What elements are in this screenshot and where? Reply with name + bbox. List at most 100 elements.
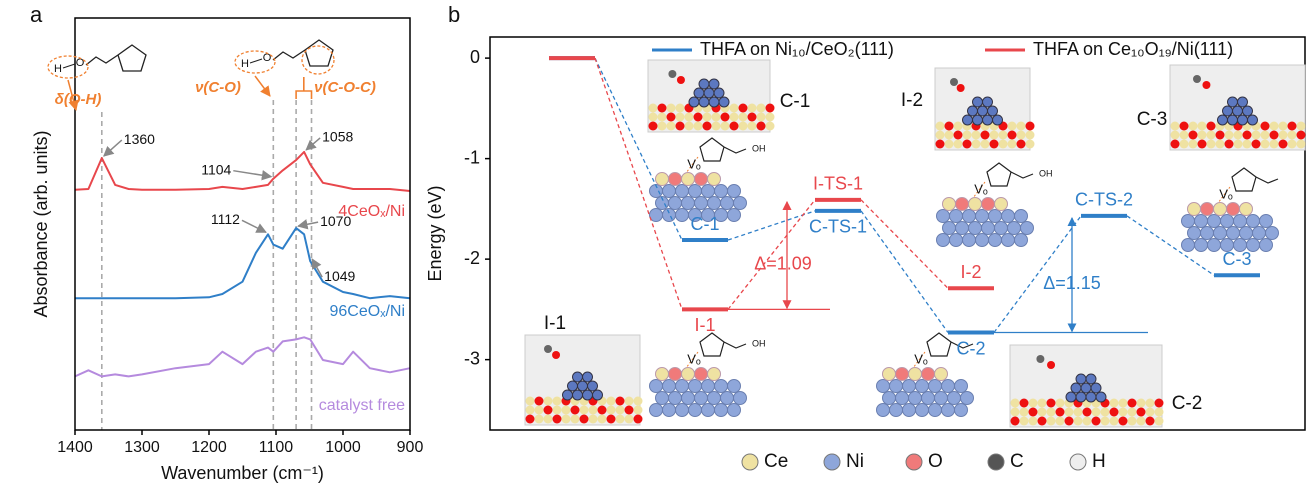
atom <box>1056 408 1065 417</box>
atom <box>715 380 728 393</box>
atom <box>544 397 553 406</box>
atom <box>625 406 634 415</box>
atom <box>981 131 990 140</box>
atom <box>634 415 643 424</box>
atom <box>682 173 695 186</box>
atom <box>739 122 748 131</box>
level-label: C-TS-1 <box>809 217 867 237</box>
atom <box>948 392 961 405</box>
atom <box>676 404 689 417</box>
atom <box>739 113 748 122</box>
atom <box>1238 97 1248 107</box>
atom <box>945 131 954 140</box>
atom <box>728 209 741 222</box>
atom <box>667 104 676 113</box>
atom <box>1017 131 1026 140</box>
atom <box>989 210 1002 223</box>
atom <box>963 234 976 247</box>
atom <box>593 390 603 400</box>
y-tick-label: -1 <box>464 147 480 167</box>
atom <box>1227 203 1240 216</box>
atom <box>1083 408 1092 417</box>
atom <box>1110 417 1119 426</box>
molecule <box>1232 168 1278 191</box>
atom <box>1182 239 1195 252</box>
x-tick-label: 1000 <box>325 439 361 456</box>
atom-legend-label: Ce <box>764 451 788 472</box>
atom <box>676 380 689 393</box>
atom-legend-label: Ni <box>846 451 864 472</box>
atom <box>943 198 956 211</box>
structure-image <box>1170 65 1306 150</box>
atom <box>954 131 963 140</box>
atom <box>702 185 715 198</box>
atom <box>999 131 1008 140</box>
atom <box>1008 140 1017 149</box>
atom <box>1171 131 1180 140</box>
atom <box>896 392 909 405</box>
atom <box>589 406 598 415</box>
series-label: catalyst free <box>319 397 405 414</box>
level-label: C-1 <box>690 214 719 234</box>
atom <box>766 113 775 122</box>
atom <box>978 106 988 116</box>
atom <box>721 113 730 122</box>
vacancy-label: Vₒ <box>687 351 701 366</box>
atom <box>658 104 667 113</box>
atom <box>963 140 972 149</box>
atom <box>685 122 694 131</box>
level-label: I-TS-1 <box>813 174 863 194</box>
atom <box>1110 399 1119 408</box>
atom <box>955 380 968 393</box>
atom <box>1020 399 1029 408</box>
peak-arrow <box>306 138 320 150</box>
atom <box>553 397 562 406</box>
atom <box>1252 140 1261 149</box>
atom <box>1081 383 1091 393</box>
atom <box>1065 417 1074 426</box>
atom <box>1056 417 1065 426</box>
atom <box>1198 122 1207 131</box>
mode-label: δ(O-H) <box>55 91 102 108</box>
atom <box>695 173 708 186</box>
scheme: VₒOH <box>650 138 766 222</box>
atom <box>1216 140 1225 149</box>
atom <box>663 185 676 198</box>
molecule <box>273 40 333 66</box>
atom <box>1260 239 1273 252</box>
atom <box>1182 215 1195 228</box>
x-tick-label: 1100 <box>259 439 294 456</box>
atom <box>935 368 948 381</box>
atom <box>1189 122 1198 131</box>
atom <box>694 88 704 98</box>
atom <box>1026 140 1035 149</box>
atom <box>968 106 978 116</box>
structure-image <box>1010 345 1164 427</box>
atom <box>1279 122 1288 131</box>
x-axis-title: Wavenumber (cm⁻¹) <box>161 463 324 483</box>
atom <box>1155 399 1164 408</box>
atom <box>739 104 748 113</box>
atom <box>748 104 757 113</box>
atom-swatch <box>1070 454 1086 470</box>
atom <box>1056 399 1065 408</box>
atom <box>1193 75 1201 83</box>
atom <box>562 406 571 415</box>
atom <box>1092 408 1101 417</box>
atom <box>562 415 571 424</box>
atom <box>1270 140 1279 149</box>
atom <box>1225 140 1234 149</box>
atom <box>1171 122 1180 131</box>
atom <box>728 185 741 198</box>
atom <box>954 140 963 149</box>
atom <box>1234 131 1243 140</box>
scheme: Vₒ <box>1182 168 1279 252</box>
atom <box>943 222 956 235</box>
atom <box>1208 215 1221 228</box>
atom <box>1002 210 1015 223</box>
atom <box>721 122 730 131</box>
atom <box>695 368 708 381</box>
atom <box>694 122 703 131</box>
y-axis-title: Energy (eV) <box>425 185 445 281</box>
atom <box>982 198 995 211</box>
